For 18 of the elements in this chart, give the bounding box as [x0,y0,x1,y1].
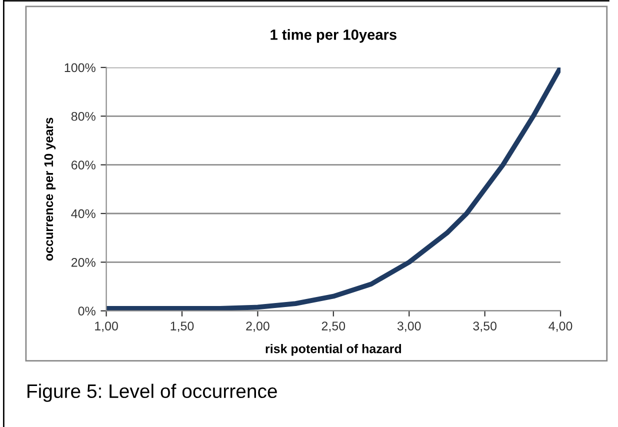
x-tick-label: 3,00 [397,322,421,332]
x-tick-label: 1,50 [170,322,194,332]
line-series [106,67,561,311]
y-tick-label: 80% [71,112,96,121]
x-tick-label: 2,50 [322,322,346,332]
y-axis-title: occurrence per 10 years [44,118,56,261]
chart-title: 1 time per 10years [270,29,396,43]
y-tick-label: 0% [78,306,96,316]
y-tick-label: 20% [71,258,96,267]
x-tick-label: 4,00 [548,322,572,332]
y-tick-label: 40% [71,209,96,218]
x-axis-title: risk potential of hazard [266,344,402,356]
x-tick-label: 2,00 [246,322,270,332]
x-tick-label: 3,50 [473,322,496,332]
x-tick-label: 1,00 [95,322,118,332]
y-tick-label: 100% [64,63,96,72]
y-tick-label: 60% [71,160,96,170]
caption: Figure 5: Level of occurrence [28,384,277,402]
